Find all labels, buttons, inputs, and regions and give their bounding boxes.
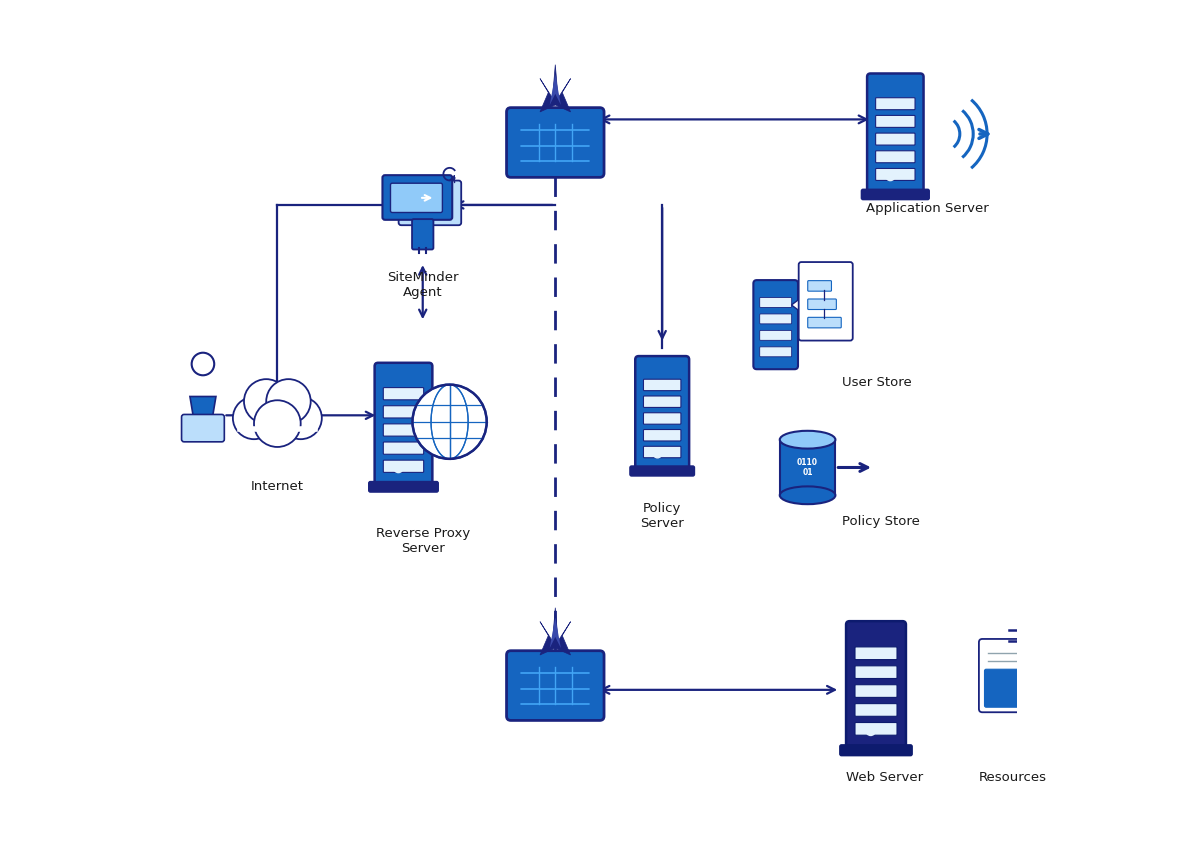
FancyBboxPatch shape <box>399 180 461 225</box>
FancyBboxPatch shape <box>855 722 897 735</box>
FancyBboxPatch shape <box>862 190 929 200</box>
FancyBboxPatch shape <box>383 424 423 436</box>
FancyBboxPatch shape <box>779 439 836 495</box>
Text: Application Server: Application Server <box>865 202 989 215</box>
Ellipse shape <box>779 431 836 449</box>
Circle shape <box>413 384 487 459</box>
FancyBboxPatch shape <box>635 356 690 471</box>
Circle shape <box>865 726 876 735</box>
Polygon shape <box>540 64 571 112</box>
FancyBboxPatch shape <box>839 745 913 756</box>
Polygon shape <box>190 396 216 417</box>
FancyBboxPatch shape <box>979 639 1034 712</box>
FancyBboxPatch shape <box>383 406 423 418</box>
FancyBboxPatch shape <box>759 330 791 341</box>
FancyBboxPatch shape <box>753 280 798 369</box>
FancyBboxPatch shape <box>867 74 923 195</box>
Ellipse shape <box>779 486 836 505</box>
FancyBboxPatch shape <box>383 442 423 454</box>
FancyBboxPatch shape <box>644 379 681 390</box>
Circle shape <box>244 379 289 424</box>
FancyBboxPatch shape <box>876 98 915 110</box>
FancyBboxPatch shape <box>411 219 434 250</box>
FancyBboxPatch shape <box>759 298 791 307</box>
FancyBboxPatch shape <box>390 184 442 213</box>
Circle shape <box>653 450 661 458</box>
FancyBboxPatch shape <box>383 460 423 473</box>
FancyBboxPatch shape <box>855 666 897 679</box>
FancyBboxPatch shape <box>855 647 897 660</box>
FancyBboxPatch shape <box>644 430 681 441</box>
FancyBboxPatch shape <box>808 317 842 328</box>
FancyBboxPatch shape <box>876 168 915 180</box>
FancyBboxPatch shape <box>808 299 836 310</box>
FancyBboxPatch shape <box>876 116 915 127</box>
Text: Reverse Proxy
Server: Reverse Proxy Server <box>376 528 470 555</box>
Polygon shape <box>549 618 561 648</box>
FancyBboxPatch shape <box>383 388 423 400</box>
FancyBboxPatch shape <box>808 281 831 291</box>
Circle shape <box>266 379 311 424</box>
Polygon shape <box>791 298 802 312</box>
Circle shape <box>279 397 322 439</box>
Circle shape <box>233 397 275 439</box>
Text: Policy Store: Policy Store <box>842 515 920 528</box>
FancyBboxPatch shape <box>644 396 681 408</box>
FancyBboxPatch shape <box>630 466 694 476</box>
FancyBboxPatch shape <box>369 481 439 492</box>
FancyBboxPatch shape <box>855 685 897 698</box>
FancyBboxPatch shape <box>759 347 791 357</box>
Text: 0110
01: 0110 01 <box>797 458 818 477</box>
FancyBboxPatch shape <box>759 314 791 323</box>
Polygon shape <box>540 607 571 655</box>
Text: Policy
Server: Policy Server <box>640 502 684 529</box>
FancyBboxPatch shape <box>382 175 453 220</box>
Circle shape <box>246 383 308 444</box>
FancyBboxPatch shape <box>644 413 681 424</box>
Text: Internet: Internet <box>251 480 304 493</box>
FancyBboxPatch shape <box>984 669 1028 707</box>
FancyBboxPatch shape <box>182 414 224 442</box>
Text: Resources: Resources <box>979 771 1047 784</box>
FancyBboxPatch shape <box>507 650 604 721</box>
Polygon shape <box>549 75 561 105</box>
Circle shape <box>885 172 895 181</box>
FancyBboxPatch shape <box>876 151 915 163</box>
FancyBboxPatch shape <box>375 363 433 486</box>
FancyBboxPatch shape <box>644 446 681 457</box>
Circle shape <box>253 401 301 447</box>
Text: User Store: User Store <box>842 376 911 389</box>
FancyBboxPatch shape <box>507 107 604 178</box>
Text: Web Server: Web Server <box>847 771 923 784</box>
Text: SiteMinder
Agent: SiteMinder Agent <box>387 271 459 299</box>
FancyBboxPatch shape <box>798 262 852 341</box>
FancyBboxPatch shape <box>847 621 905 750</box>
FancyBboxPatch shape <box>855 704 897 716</box>
Circle shape <box>192 353 215 375</box>
FancyBboxPatch shape <box>876 133 915 145</box>
Circle shape <box>394 463 403 473</box>
